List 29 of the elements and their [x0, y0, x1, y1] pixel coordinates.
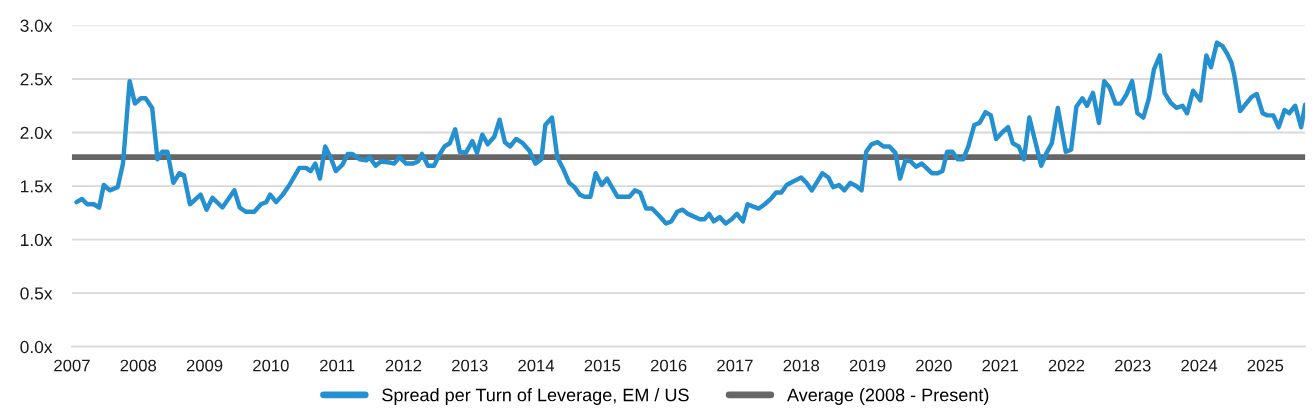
- y-tick-label: 1.5x: [21, 180, 53, 193]
- x-tick-label: 2007: [54, 359, 90, 372]
- x-tick-label: 2016: [650, 359, 687, 372]
- y-tick-label: 0.0x: [20, 340, 53, 354]
- x-tick-label: 2023: [1115, 359, 1151, 372]
- x-tick-label: 2024: [1181, 359, 1218, 372]
- x-tick-label: 2013: [452, 359, 488, 372]
- y-tick-label: 2.5x: [20, 73, 53, 86]
- x-tick-label: 2018: [783, 359, 820, 372]
- x-tick-label: 2021: [982, 359, 1018, 372]
- x-tick-label: 2022: [1048, 359, 1085, 372]
- x-tick-label: 2015: [584, 359, 621, 372]
- x-tick-label: 2009: [186, 359, 223, 372]
- x-tick-label: 2019: [849, 359, 886, 372]
- line-series: [74, 40, 1306, 226]
- x-tick-label: 2010: [253, 359, 289, 372]
- x-tick-label: 2014: [518, 359, 555, 372]
- legend-label: Spread per Turn of Leverage, EM / US: [382, 388, 689, 405]
- x-tick-label: 2008: [120, 359, 157, 372]
- y-tick-label: 2.0x: [20, 126, 53, 139]
- y-tick-label: 0.5x: [20, 287, 53, 300]
- y-tick-label: 1.0x: [21, 233, 53, 247]
- y-tick-label: 3.0x: [20, 19, 53, 32]
- x-tick-label: 2025: [1247, 359, 1284, 372]
- x-tick-label: 2020: [916, 359, 952, 372]
- x-tick-label: 2011: [320, 359, 355, 372]
- x-tick-label: 2012: [385, 359, 422, 372]
- x-tick-label: 2017: [717, 359, 753, 372]
- legend-label: Average (2008 - Present): [787, 388, 989, 405]
